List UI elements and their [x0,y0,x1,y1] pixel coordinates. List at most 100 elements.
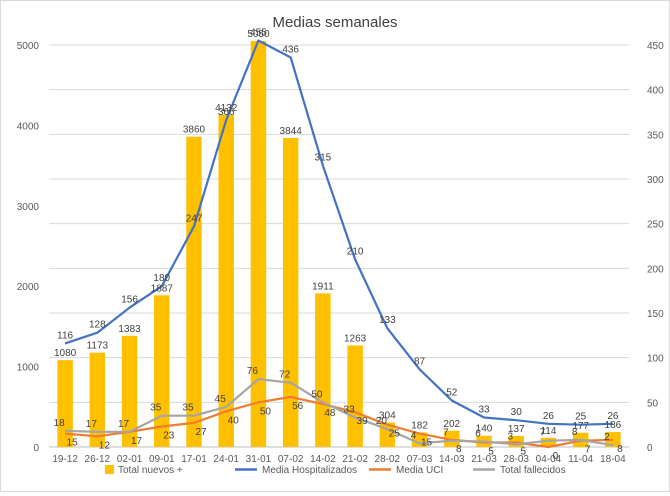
data-label: 8 [456,444,462,455]
data-label: 8 [617,444,623,455]
y-right-tick-label: 0 [647,443,653,454]
data-label: 114 [540,426,556,437]
data-label: 76 [247,366,259,377]
data-label: 180 [153,273,170,284]
x-tick-label: 14-02 [310,454,336,465]
data-labels: 1080117313831887386041325050384419111263… [54,28,624,462]
y-right-tick-label: 450 [647,41,664,52]
data-label: 27 [195,427,207,438]
data-label: 5050 [247,29,270,40]
data-label: 26 [543,411,555,422]
x-tick-label: 17-01 [181,454,207,465]
y-right-tick-label: 50 [647,398,659,409]
x-tick-label: 14-03 [439,454,465,465]
data-label: 247 [186,213,203,224]
data-label: 1173 [87,341,109,352]
data-label: 315 [315,153,332,164]
bar [57,360,73,447]
axes: 0501001502002503003504004500100020003000… [17,41,664,465]
y-left-tick-label: 4000 [17,121,40,132]
x-tick-label: 31-01 [246,454,272,465]
y-right-tick-label: 350 [647,130,664,141]
x-tick-label: 11-04 [568,454,593,465]
data-label: 6 [475,429,481,440]
bar [347,345,363,447]
data-label: 455 [250,28,267,39]
data-label: 8 [572,427,578,438]
y-left-tick-label: 5000 [17,41,40,52]
legend-label: Media UCI [396,465,443,476]
x-tick-label: 02-01 [117,454,143,465]
lines [64,39,614,449]
bar [282,137,299,448]
bar [186,136,202,447]
data-label: 56 [292,401,304,412]
data-label: 3860 [183,125,206,136]
bar [540,437,557,447]
data-label: 1383 [118,324,141,335]
data-label: 33 [478,405,490,416]
x-tick-label: 19-12 [52,454,78,465]
x-tick-label: 21-03 [471,454,497,465]
data-label: 1080 [54,348,77,359]
data-label: 128 [89,320,106,331]
y-left-tick-label: 2000 [17,282,40,293]
y-right-tick-label: 400 [647,86,664,97]
y-right-tick-label: 100 [647,354,664,365]
data-label: 7 [585,445,591,456]
data-label: 3 [507,431,513,442]
x-tick-label: 26-12 [85,454,111,465]
x-tick-label: 28-02 [375,454,401,465]
data-label: 33 [344,405,356,416]
data-label: 15 [67,438,79,449]
y-right-tick-label: 150 [647,309,664,320]
chart-title: Medias semanales [272,14,397,31]
data-label: 4132 [215,103,238,114]
y-left-tick-label: 1000 [17,363,40,374]
y-left-tick-label: 3000 [17,202,40,213]
data-label: 0 [553,451,559,462]
data-label: 116 [57,330,73,341]
data-label: 436 [282,45,299,56]
data-label: 210 [347,246,364,257]
legend-label: Media Hospitalizados [262,465,357,476]
data-label: 18 [54,418,66,429]
x-tick-label: 09-01 [149,454,175,465]
data-label: 52 [446,388,458,399]
data-label: 26 [607,411,619,422]
y-right-tick-label: 300 [647,175,664,186]
data-label: 20 [376,416,388,427]
data-label: 202 [443,419,460,430]
data-label: 25 [389,429,401,440]
data-label: 39 [357,416,369,427]
data-label: 137 [508,424,525,435]
data-label: 7 [540,428,546,439]
data-label: 35 [150,403,162,414]
x-tick-label: 07-03 [407,454,433,465]
data-label: 50 [260,406,272,417]
data-label: 5 [520,447,526,458]
legend-label: Total fallecidos [500,465,566,476]
data-label: 48 [324,408,336,419]
data-label: 12 [99,440,111,451]
legend-swatch [105,465,114,474]
gridlines [49,44,629,448]
y-left-tick-label: 0 [33,443,39,454]
data-label: 1887 [151,283,174,294]
data-label: 3844 [280,126,303,137]
data-label: 15 [421,438,433,449]
y-right-tick-label: 200 [647,264,664,275]
data-label: 177 [572,421,589,432]
bar [218,114,234,447]
x-tick-label: 24-01 [213,454,239,465]
data-label: 7 [443,428,449,439]
x-tick-label: 04-04 [536,454,562,465]
bar [154,295,170,447]
legend-label: Total nuevos + [118,465,183,476]
data-label: 1911 [312,281,334,292]
data-label: 45 [215,394,227,405]
data-label: 140 [476,424,493,435]
data-label: 23 [163,430,175,441]
